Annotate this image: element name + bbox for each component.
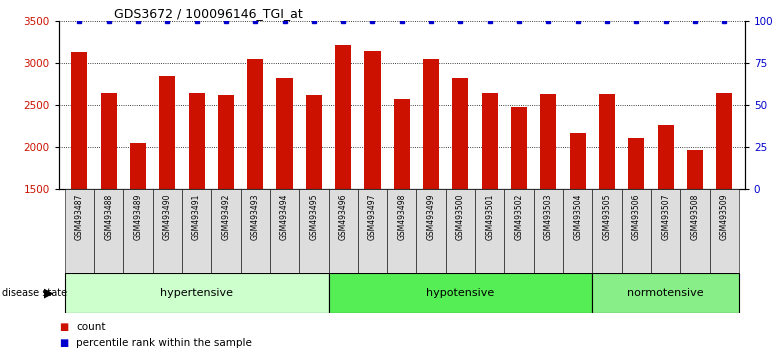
Bar: [365, 51, 380, 315]
Text: GSM493501: GSM493501: [485, 194, 494, 240]
Bar: [247, 59, 263, 315]
Text: count: count: [76, 322, 106, 332]
Bar: [504, 189, 534, 273]
Bar: [218, 95, 234, 315]
Bar: [511, 107, 527, 315]
Bar: [540, 95, 557, 315]
Text: GSM493499: GSM493499: [426, 194, 436, 240]
Bar: [394, 99, 410, 315]
Text: GSM493490: GSM493490: [163, 194, 172, 240]
Bar: [299, 189, 328, 273]
Bar: [570, 133, 586, 315]
Text: ▶: ▶: [44, 286, 53, 299]
Bar: [599, 95, 615, 315]
Bar: [651, 189, 681, 273]
Text: GSM493505: GSM493505: [603, 194, 612, 240]
Bar: [534, 189, 563, 273]
Bar: [188, 93, 205, 315]
Bar: [563, 189, 593, 273]
Bar: [687, 150, 703, 315]
Bar: [481, 93, 498, 315]
Text: GSM493503: GSM493503: [544, 194, 553, 240]
Text: normotensive: normotensive: [627, 288, 704, 298]
Bar: [64, 273, 328, 313]
Text: GSM493496: GSM493496: [339, 194, 347, 240]
Bar: [241, 189, 270, 273]
Bar: [358, 189, 387, 273]
Bar: [387, 189, 416, 273]
Text: GSM493493: GSM493493: [251, 194, 260, 240]
Text: GSM493495: GSM493495: [310, 194, 318, 240]
Text: GSM493509: GSM493509: [720, 194, 729, 240]
Text: GSM493506: GSM493506: [632, 194, 641, 240]
Text: GSM493498: GSM493498: [397, 194, 406, 240]
Text: hypotensive: hypotensive: [426, 288, 495, 298]
Text: ■: ■: [59, 322, 68, 332]
Bar: [182, 189, 211, 273]
Bar: [123, 189, 153, 273]
Text: GSM493502: GSM493502: [514, 194, 524, 240]
Text: percentile rank within the sample: percentile rank within the sample: [76, 338, 252, 348]
Bar: [130, 143, 146, 315]
Bar: [475, 189, 504, 273]
Bar: [328, 189, 358, 273]
Bar: [628, 138, 644, 315]
Bar: [306, 95, 322, 315]
Bar: [211, 189, 241, 273]
Text: GSM493487: GSM493487: [74, 194, 84, 240]
Bar: [159, 76, 176, 315]
Bar: [452, 78, 469, 315]
Bar: [658, 125, 673, 315]
Text: GDS3672 / 100096146_TGI_at: GDS3672 / 100096146_TGI_at: [114, 7, 303, 20]
Bar: [335, 45, 351, 315]
Text: GSM493500: GSM493500: [456, 194, 465, 240]
Text: hypertensive: hypertensive: [160, 288, 233, 298]
Text: GSM493504: GSM493504: [573, 194, 583, 240]
Bar: [593, 189, 622, 273]
Bar: [622, 189, 651, 273]
Text: disease state: disease state: [2, 288, 67, 298]
Bar: [100, 93, 117, 315]
Bar: [593, 273, 739, 313]
Bar: [153, 189, 182, 273]
Text: GSM493494: GSM493494: [280, 194, 289, 240]
Text: GSM493491: GSM493491: [192, 194, 201, 240]
Text: GSM493488: GSM493488: [104, 194, 113, 240]
Bar: [94, 189, 123, 273]
Text: GSM493489: GSM493489: [133, 194, 143, 240]
Bar: [446, 189, 475, 273]
Bar: [328, 273, 593, 313]
Bar: [270, 189, 299, 273]
Text: ■: ■: [59, 338, 68, 348]
Bar: [416, 189, 446, 273]
Bar: [277, 78, 292, 315]
Bar: [681, 189, 710, 273]
Bar: [710, 189, 739, 273]
Bar: [717, 93, 732, 315]
Text: GSM493497: GSM493497: [368, 194, 377, 240]
Text: GSM493508: GSM493508: [691, 194, 699, 240]
Bar: [64, 189, 94, 273]
Bar: [423, 59, 439, 315]
Bar: [71, 52, 87, 315]
Text: GSM493507: GSM493507: [661, 194, 670, 240]
Text: GSM493492: GSM493492: [221, 194, 230, 240]
